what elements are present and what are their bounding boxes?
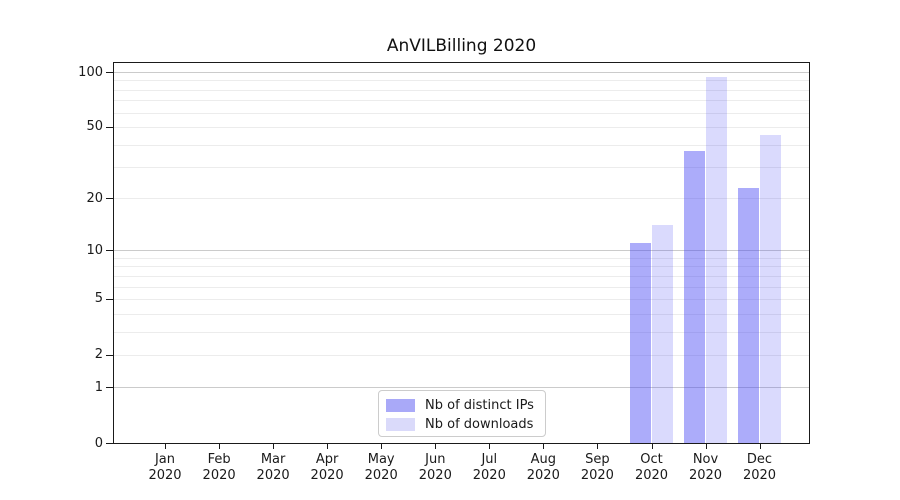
minor-gridline — [114, 331, 809, 333]
x-tick-month: May — [367, 452, 395, 467]
x-tick-month: Sep — [585, 452, 610, 467]
minor-gridline — [114, 313, 809, 315]
x-tick-label: Mar 2020 — [237, 452, 309, 484]
x-tick-year: 2020 — [310, 468, 344, 483]
minor-gridline — [114, 144, 809, 146]
x-tick-label: Oct 2020 — [616, 452, 688, 484]
legend-item-distinct-ips: Nb of distinct IPs — [386, 396, 545, 415]
y-tick-mark — [106, 250, 113, 251]
x-tick-year: 2020 — [742, 468, 777, 483]
y-tick-label: 5 — [94, 291, 103, 306]
minor-gridline — [114, 100, 809, 102]
x-tick-year: 2020 — [202, 468, 236, 483]
x-tick-mark — [273, 444, 275, 449]
x-tick-year: 2020 — [634, 468, 669, 483]
bar-distinct-ips-nov — [683, 150, 706, 443]
x-tick-month: Oct — [640, 452, 663, 467]
y-tick-mark — [106, 127, 113, 128]
x-tick-month: Apr — [315, 452, 339, 467]
minor-gridline — [114, 167, 809, 168]
legend: Nb of distinct IPs Nb of downloads — [378, 390, 546, 437]
x-tick-month: Dec — [746, 452, 773, 467]
y-tick-label: 100 — [78, 65, 103, 80]
x-tick-label: Jul 2020 — [453, 452, 525, 484]
x-tick-mark — [327, 444, 329, 449]
x-tick-label: Sep 2020 — [561, 452, 633, 484]
y-tick-label: 2 — [94, 347, 103, 362]
x-tick-mark — [705, 444, 707, 449]
minor-gridline — [114, 257, 809, 259]
x-tick-label: Dec 2020 — [724, 452, 796, 484]
x-tick-year: 2020 — [688, 468, 723, 483]
minor-gridline — [114, 286, 809, 288]
legend-swatch-icon — [386, 399, 415, 412]
legend-swatch-icon — [386, 418, 415, 431]
y-tick-label: 10 — [86, 243, 103, 258]
x-tick-label: Jun 2020 — [399, 452, 471, 484]
x-tick-year: 2020 — [580, 468, 614, 483]
y-tick-mark — [106, 355, 113, 356]
x-tick-month: Jul — [481, 452, 498, 467]
x-tick-month: Mar — [260, 452, 286, 467]
x-tick-mark — [651, 444, 653, 449]
x-tick-label: Aug 2020 — [507, 452, 579, 484]
legend-label: Nb of downloads — [425, 417, 534, 432]
y-tick-mark — [106, 387, 113, 388]
y-tick-label: 50 — [86, 119, 103, 134]
plot-area — [113, 62, 810, 444]
minor-gridline — [114, 112, 809, 114]
x-tick-year: 2020 — [148, 468, 182, 483]
major-gridline — [114, 72, 809, 73]
x-tick-month: Jun — [425, 452, 446, 467]
bar-downloads-dec — [759, 135, 782, 443]
minor-gridline — [114, 126, 809, 128]
x-tick-mark — [381, 444, 383, 449]
minor-gridline — [114, 275, 809, 277]
bar-distinct-ips-oct — [629, 243, 652, 443]
x-tick-mark — [597, 444, 599, 449]
bar-downloads-nov — [705, 76, 728, 443]
y-tick-label: 0 — [94, 436, 103, 451]
minor-gridline — [114, 198, 809, 200]
legend-item-downloads: Nb of downloads — [386, 415, 545, 434]
minor-gridline — [114, 299, 809, 300]
x-tick-mark — [759, 444, 761, 449]
y-tick-mark — [106, 443, 113, 444]
x-tick-label: Feb 2020 — [183, 452, 255, 484]
legend-label: Nb of distinct IPs — [425, 398, 534, 413]
x-tick-label: May 2020 — [345, 452, 417, 484]
bar-downloads-oct — [651, 225, 674, 443]
bar-distinct-ips-dec — [737, 187, 760, 443]
x-tick-mark — [165, 444, 166, 449]
minor-gridline — [114, 89, 809, 91]
major-gridline — [114, 387, 809, 389]
y-tick-mark — [106, 72, 113, 73]
x-tick-year: 2020 — [472, 468, 506, 483]
x-tick-year: 2020 — [526, 468, 560, 483]
x-tick-mark — [219, 444, 221, 449]
y-tick-label: 1 — [94, 380, 103, 395]
x-tick-mark — [435, 444, 437, 449]
y-tick-mark — [106, 198, 113, 199]
y-tick-label: 20 — [86, 191, 103, 206]
minor-gridline — [114, 354, 809, 356]
major-gridline — [114, 250, 809, 252]
x-tick-month: Aug — [530, 452, 556, 467]
x-tick-month: Nov — [692, 452, 719, 467]
x-tick-year: 2020 — [418, 468, 452, 483]
x-tick-month: Jan — [154, 452, 176, 467]
minor-gridline — [114, 80, 809, 82]
x-tick-year: 2020 — [256, 468, 290, 483]
y-tick-mark — [106, 299, 113, 300]
x-tick-mark — [489, 444, 491, 449]
chart-title: AnVILBilling 2020 — [386, 36, 537, 56]
x-tick-mark — [543, 444, 545, 449]
x-tick-label: Nov 2020 — [670, 452, 742, 484]
x-tick-label: Jan 2020 — [129, 452, 201, 484]
x-tick-year: 2020 — [364, 468, 398, 483]
x-tick-label: Apr 2020 — [291, 452, 363, 484]
x-tick-month: Feb — [207, 452, 231, 467]
minor-gridline — [114, 266, 809, 268]
